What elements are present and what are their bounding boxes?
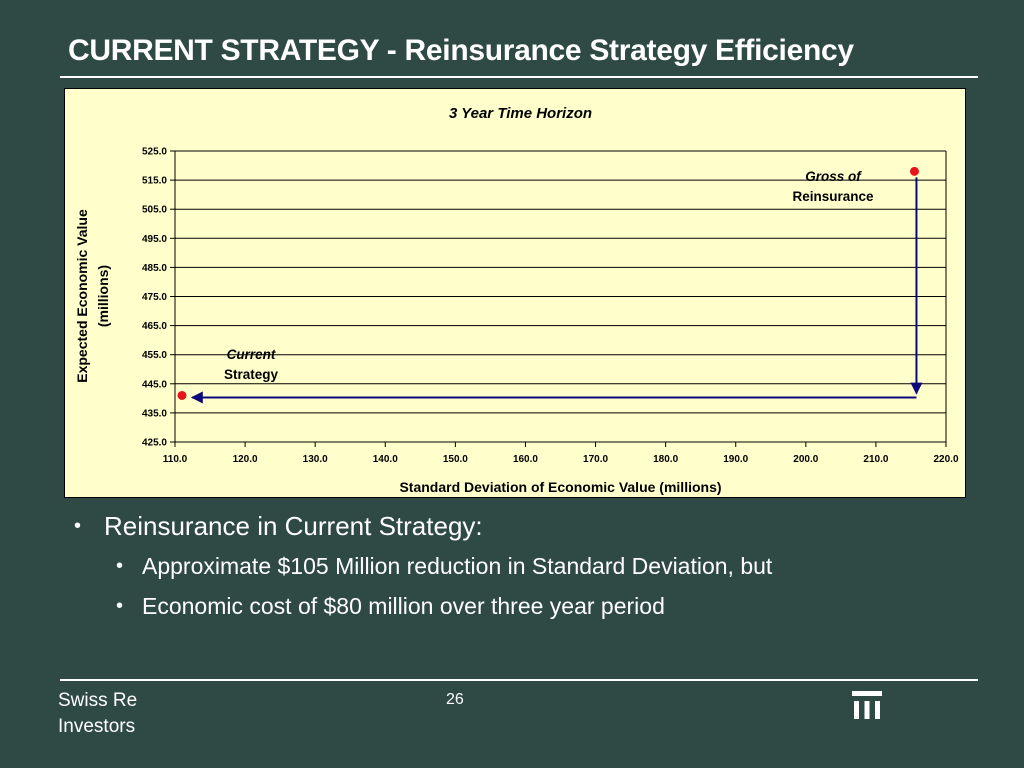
x-tick-label: 160.0 bbox=[513, 454, 538, 465]
y-tick-label: 435.0 bbox=[142, 408, 167, 419]
bullet-sub-1-text: Approximate $105 Million reduction in St… bbox=[142, 553, 773, 579]
bullet-marker: • bbox=[116, 555, 124, 577]
y-tick-label: 485.0 bbox=[142, 263, 167, 274]
footer-company-line1: Swiss Re bbox=[58, 690, 138, 711]
bullet-sub-1: • Approximate $105 Million reduction in … bbox=[74, 546, 974, 586]
y-tick-label: 465.0 bbox=[142, 321, 167, 332]
bullet-list: • Reinsurance in Current Strategy: • App… bbox=[74, 506, 974, 626]
bullet-marker: • bbox=[116, 595, 124, 617]
bullet-main: • Reinsurance in Current Strategy: bbox=[74, 506, 974, 546]
y-tick-label: 525.0 bbox=[142, 147, 167, 158]
label-gross-line1: Gross of bbox=[805, 169, 862, 184]
label-current-line2: Strategy bbox=[224, 367, 279, 382]
y-axis-label-line1: Expected Economic Value bbox=[74, 209, 90, 383]
label-current-line1: Current bbox=[227, 347, 276, 362]
y-tick-label: 425.0 bbox=[142, 438, 167, 449]
x-tick-label: 110.0 bbox=[163, 454, 188, 465]
bullet-main-text: Reinsurance in Current Strategy: bbox=[104, 511, 483, 541]
bullet-marker: • bbox=[74, 515, 82, 537]
x-tick-label: 170.0 bbox=[583, 454, 608, 465]
x-tick-label: 220.0 bbox=[933, 454, 958, 465]
y-tick-label: 515.0 bbox=[142, 176, 167, 187]
swiss-re-logo-icon bbox=[852, 691, 882, 719]
bullet-sub-2: • Economic cost of $80 million over thre… bbox=[74, 586, 974, 626]
y-tick-label: 445.0 bbox=[142, 379, 167, 390]
efficiency-chart: 3 Year Time Horizon 425.0 435.0 445.0 455.0 4… bbox=[74, 105, 959, 495]
title-divider bbox=[60, 76, 978, 78]
point-current-strategy bbox=[177, 390, 187, 400]
x-tick-label: 210.0 bbox=[863, 454, 888, 465]
x-tick-label: 200.0 bbox=[793, 454, 818, 465]
x-tick-label: 180.0 bbox=[653, 454, 678, 465]
bullet-sub-2-text: Economic cost of $80 million over three … bbox=[142, 593, 665, 619]
y-tick-label: 505.0 bbox=[142, 205, 167, 216]
footer-divider bbox=[60, 679, 978, 681]
footer-company: Swiss Re Investors bbox=[58, 688, 137, 740]
y-tick-label: 455.0 bbox=[142, 350, 167, 361]
x-tick-label: 120.0 bbox=[233, 454, 258, 465]
x-tick-label: 140.0 bbox=[373, 454, 398, 465]
point-gross-of-reinsurance bbox=[909, 166, 919, 176]
slide-title: CURRENT STRATEGY - Reinsurance Strategy … bbox=[68, 34, 854, 67]
y-tick-label: 495.0 bbox=[142, 234, 167, 245]
label-gross-line2: Reinsurance bbox=[792, 189, 874, 204]
x-tick-label: 150.0 bbox=[443, 454, 468, 465]
y-tick-label: 475.0 bbox=[142, 292, 167, 303]
chart-title: 3 Year Time Horizon bbox=[449, 105, 592, 122]
chart-panel: 3 Year Time Horizon 425.0 435.0 445.0 455.0 4… bbox=[64, 88, 966, 498]
y-axis-label-line2: (millions) bbox=[95, 265, 111, 327]
footer-company-line2: Investors bbox=[58, 716, 136, 737]
x-tick-label: 190.0 bbox=[723, 454, 748, 465]
x-tick-label: 130.0 bbox=[303, 454, 328, 465]
x-axis-label: Standard Deviation of Economic Value (mi… bbox=[399, 479, 721, 495]
page-number: 26 bbox=[446, 691, 464, 708]
